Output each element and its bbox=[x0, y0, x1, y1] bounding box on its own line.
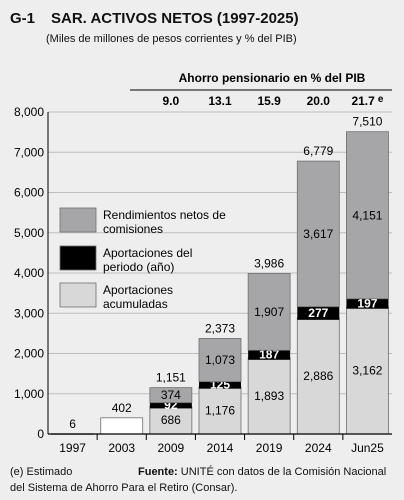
bar-segment bbox=[198, 338, 242, 383]
bar-value-label: 374 bbox=[161, 388, 181, 402]
bar-value-label: 1,176 bbox=[205, 403, 235, 417]
bar-segment bbox=[149, 405, 193, 435]
savings-value: 21.7 e bbox=[351, 94, 383, 108]
legend-label: Aportaciones del bbox=[103, 246, 192, 260]
y-tick-label: 8,000 bbox=[14, 105, 44, 119]
bar-segment bbox=[346, 296, 389, 309]
y-tick-label: 3,000 bbox=[14, 306, 44, 320]
y-tick-label: 4,000 bbox=[14, 266, 44, 280]
x-tick-label: 2019 bbox=[256, 441, 283, 455]
bar-segment bbox=[297, 304, 340, 320]
source-text: UNITÉ con datos de la Comisión Nacional bbox=[180, 466, 387, 478]
x-tick-label: 1997 bbox=[59, 441, 86, 455]
bar-segment bbox=[247, 273, 291, 351]
bar-segment bbox=[149, 387, 193, 404]
y-tick-label: 2,000 bbox=[14, 347, 44, 361]
bar-total-label: 2,373 bbox=[205, 321, 235, 335]
bar-total-label: 7,510 bbox=[352, 115, 382, 129]
legend-label: periodo (año) bbox=[103, 260, 174, 274]
bar-value-label: 686 bbox=[161, 413, 181, 427]
chart-subtitle: (Miles de millones de pesos corrientes y… bbox=[46, 33, 297, 45]
legend-swatch bbox=[59, 282, 97, 308]
savings-value: 13.1 bbox=[208, 94, 232, 108]
bar-value-label: 197 bbox=[357, 296, 377, 310]
bar-segment bbox=[199, 379, 241, 389]
bar-value-label: 1,073 bbox=[205, 353, 235, 367]
y-tick-label: 6,000 bbox=[14, 186, 44, 200]
bar-total-label: 1,151 bbox=[156, 371, 186, 385]
x-tick-label: 2024 bbox=[305, 441, 332, 455]
bar-segment bbox=[346, 131, 389, 300]
y-tick-label: 0 bbox=[37, 427, 44, 441]
savings-value: 15.9 bbox=[257, 94, 281, 108]
bar-value-label: 402 bbox=[112, 401, 132, 415]
legend-label: comisiones bbox=[103, 222, 163, 236]
x-tick-label: 2014 bbox=[207, 441, 234, 455]
x-tick-label: 2003 bbox=[108, 441, 135, 455]
bar-total-label: 3,986 bbox=[254, 257, 284, 271]
y-tick-label: 5,000 bbox=[14, 226, 44, 240]
legend-swatch bbox=[59, 207, 97, 233]
x-tick-label: 2009 bbox=[158, 441, 185, 455]
y-tick-label: 7,000 bbox=[14, 145, 44, 159]
estimate-note: (e) Estimado bbox=[10, 466, 73, 478]
chart-title-row: G-1 SAR. ACTIVOS NETOS (1997-2025) bbox=[10, 10, 299, 28]
savings-value: 9.0 bbox=[163, 94, 180, 108]
savings-value: 20.0 bbox=[307, 94, 331, 108]
bar-value-label: 277 bbox=[308, 306, 328, 320]
bar-segment bbox=[247, 357, 291, 435]
bar-segment bbox=[248, 348, 291, 360]
figure-code: G-1 bbox=[10, 10, 36, 27]
bar-value-label: 1,893 bbox=[254, 389, 284, 403]
legend-label: acumuladas bbox=[103, 297, 168, 311]
source-line-1: Fuente: UNITÉ con datos de la Comisión N… bbox=[138, 466, 386, 478]
bar-segment bbox=[346, 306, 389, 435]
estimate-footnote: (e) Estimado bbox=[10, 466, 72, 478]
bar-total-label: 6,779 bbox=[303, 144, 333, 158]
source-text-2: del Sistema de Ahorro Para el Retiro (Co… bbox=[10, 482, 238, 494]
bar-value-label: 4,151 bbox=[352, 208, 382, 222]
source-line-2: del Sistema de Ahorro Para el Retiro (Co… bbox=[10, 482, 237, 494]
bar-segment bbox=[100, 417, 144, 435]
bar-value-label: 187 bbox=[259, 348, 279, 362]
bar-value-label: 2,886 bbox=[303, 369, 333, 383]
x-tick-label: Jun25 bbox=[351, 441, 384, 455]
bar-value-label: 1,907 bbox=[254, 305, 284, 319]
legend-label: Rendimientos netos de bbox=[103, 208, 226, 222]
bar-segment bbox=[296, 160, 340, 308]
bar-value-label: 3,617 bbox=[303, 227, 333, 241]
y-tick-label: 1,000 bbox=[14, 387, 44, 401]
bar-segment bbox=[149, 400, 192, 409]
legend-label: Aportaciones bbox=[103, 283, 173, 297]
bar-value-label: 6 bbox=[69, 417, 76, 431]
estimate-marker: e bbox=[378, 94, 384, 105]
source-label: Fuente: bbox=[138, 466, 178, 478]
bar-value-label: 3,162 bbox=[352, 363, 382, 377]
legend-swatch bbox=[59, 245, 97, 271]
savings-header-title: Ahorro pensionario en % del PIB bbox=[179, 71, 366, 85]
chart-title: SAR. ACTIVOS NETOS (1997-2025) bbox=[51, 10, 299, 27]
